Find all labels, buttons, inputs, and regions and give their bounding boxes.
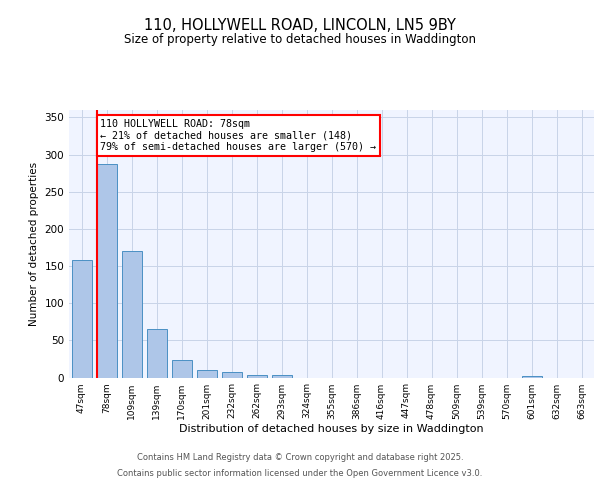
Text: Contains HM Land Registry data © Crown copyright and database right 2025.: Contains HM Land Registry data © Crown c… <box>137 454 463 462</box>
Bar <box>146 329 167 378</box>
Bar <box>521 376 542 378</box>
Text: Size of property relative to detached houses in Waddington: Size of property relative to detached ho… <box>124 32 476 46</box>
Text: 110, HOLLYWELL ROAD, LINCOLN, LN5 9BY: 110, HOLLYWELL ROAD, LINCOLN, LN5 9BY <box>144 18 456 32</box>
Text: Contains public sector information licensed under the Open Government Licence v3: Contains public sector information licen… <box>118 468 482 477</box>
Bar <box>97 164 116 378</box>
Bar <box>172 360 191 378</box>
Bar <box>121 251 142 378</box>
Text: 110 HOLLYWELL ROAD: 78sqm
← 21% of detached houses are smaller (148)
79% of semi: 110 HOLLYWELL ROAD: 78sqm ← 21% of detac… <box>100 119 376 152</box>
Bar <box>71 260 91 378</box>
Bar <box>221 372 241 378</box>
X-axis label: Distribution of detached houses by size in Waddington: Distribution of detached houses by size … <box>179 424 484 434</box>
Bar <box>271 376 292 378</box>
Y-axis label: Number of detached properties: Number of detached properties <box>29 162 39 326</box>
Bar <box>247 376 266 378</box>
Bar <box>197 370 217 378</box>
